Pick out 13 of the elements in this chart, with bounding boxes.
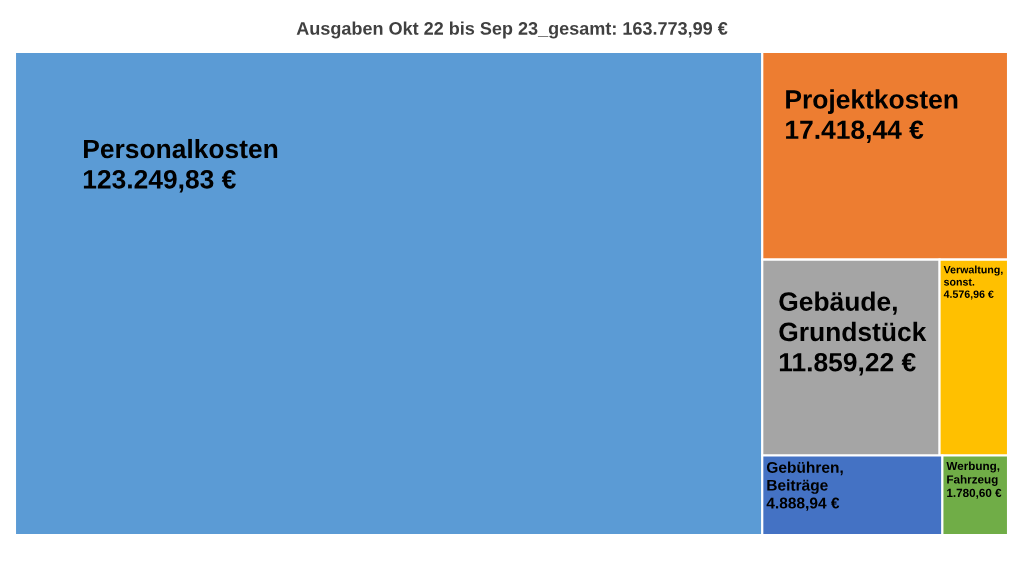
- category-label: Gebäude, Grundstück: [779, 291, 927, 342]
- data-label: 4.888,94 €: [766, 497, 840, 511]
- data-label: 17.418,44 €: [786, 120, 924, 143]
- data-label: 4.576,96 €: [943, 290, 994, 300]
- data-label: 11.859,22 €: [779, 352, 916, 376]
- category-label: Gebühren, Beiträge: [766, 461, 843, 494]
- text: Ausgaben Okt 22 bis Sep 23_gesamt: 163.773,99 €: [296, 21, 728, 39]
- category-label: Verwaltung, sonst.: [943, 265, 1003, 286]
- category-label: Werbung, Fahrzeug: [946, 461, 1000, 486]
- data-label: 1.780,60 €: [947, 488, 1002, 499]
- data-label: 123.249,83 €: [83, 169, 236, 193]
- category-label: Projektkosten: [786, 89, 958, 114]
- category-label: Personalkosten: [84, 138, 278, 159]
